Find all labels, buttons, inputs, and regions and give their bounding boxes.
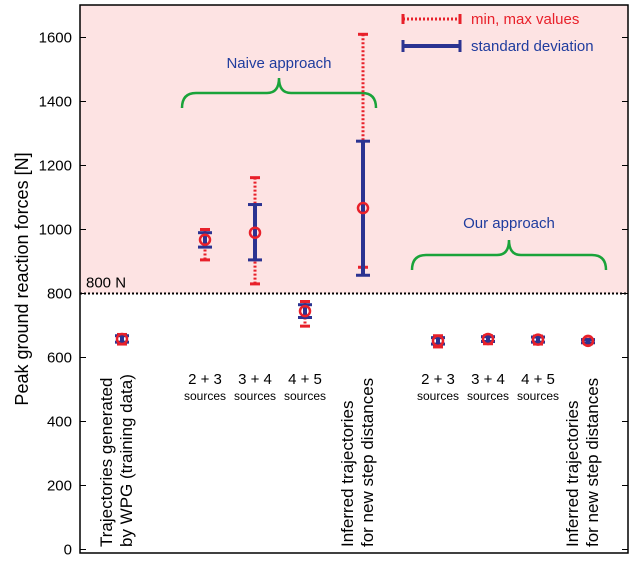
- mean-marker: [248, 226, 262, 239]
- category-label: Inferred trajectories: [338, 401, 357, 547]
- y-tick-label: 200: [47, 478, 72, 495]
- mean-marker: [481, 332, 495, 346]
- legend-minmax-label: min, max values: [471, 11, 579, 28]
- category-label: 4 + 5: [521, 371, 555, 388]
- threshold-label: 800 N: [86, 275, 126, 292]
- y-tick-label: 1000: [39, 222, 72, 239]
- category-label: 2 + 3: [188, 371, 222, 388]
- annotation-brace: [410, 239, 608, 271]
- threshold: 800 N: [80, 275, 628, 295]
- category-label: by WPG (training data): [117, 374, 136, 547]
- annotation-brace: [180, 77, 378, 109]
- mean-marker: [115, 332, 129, 346]
- y-tick-label: 800: [47, 286, 72, 303]
- category-labels: Trajectories generated by WPG (training d…: [97, 371, 602, 547]
- category-label: Trajectories generated: [97, 378, 116, 547]
- category-label: 3 + 4: [471, 371, 505, 388]
- y-tick-label: 1400: [39, 94, 72, 111]
- mean-marker: [356, 201, 370, 215]
- plot-frame: [79, 4, 629, 554]
- legend: min, max values standard deviation: [401, 11, 594, 55]
- category-label: sources: [517, 389, 559, 403]
- data-marks: [115, 32, 595, 349]
- category-label: for new step distances: [358, 378, 377, 547]
- y-axis-label: Peak ground reaction forces [N]: [12, 152, 32, 405]
- legend-std-label: standard deviation: [471, 38, 594, 55]
- y-tick-label: 600: [47, 350, 72, 367]
- category-label: 4 + 5: [288, 371, 322, 388]
- y-tick-label: 1200: [39, 158, 72, 175]
- annotation-label: Naive approach: [226, 55, 331, 72]
- y-ticks: 0 200 400 600 800 1000 1200 1400 1600: [39, 30, 628, 559]
- y-tick-label: 400: [47, 414, 72, 431]
- mean-marker: [298, 304, 312, 318]
- y-tick-label: 1600: [39, 30, 72, 47]
- annotation-label: Our approach: [463, 215, 555, 232]
- mean-marker: [198, 233, 212, 246]
- highlight-region: [80, 5, 628, 294]
- category-label: sources: [284, 389, 326, 403]
- mean-marker: [431, 334, 445, 348]
- category-label: 3 + 4: [238, 371, 272, 388]
- category-label: sources: [184, 389, 226, 403]
- mean-marker: [531, 333, 545, 346]
- category-label: Inferred trajectories: [563, 401, 582, 547]
- y-tick-label: 0: [64, 542, 72, 559]
- annotation-braces: Naive approach Our approach: [180, 55, 608, 271]
- category-label: 2 + 3: [421, 371, 455, 388]
- category-label: sources: [417, 389, 459, 403]
- category-label: for new step distances: [583, 378, 602, 547]
- category-label: sources: [234, 389, 276, 403]
- category-label: sources: [467, 389, 509, 403]
- mean-marker: [581, 334, 595, 348]
